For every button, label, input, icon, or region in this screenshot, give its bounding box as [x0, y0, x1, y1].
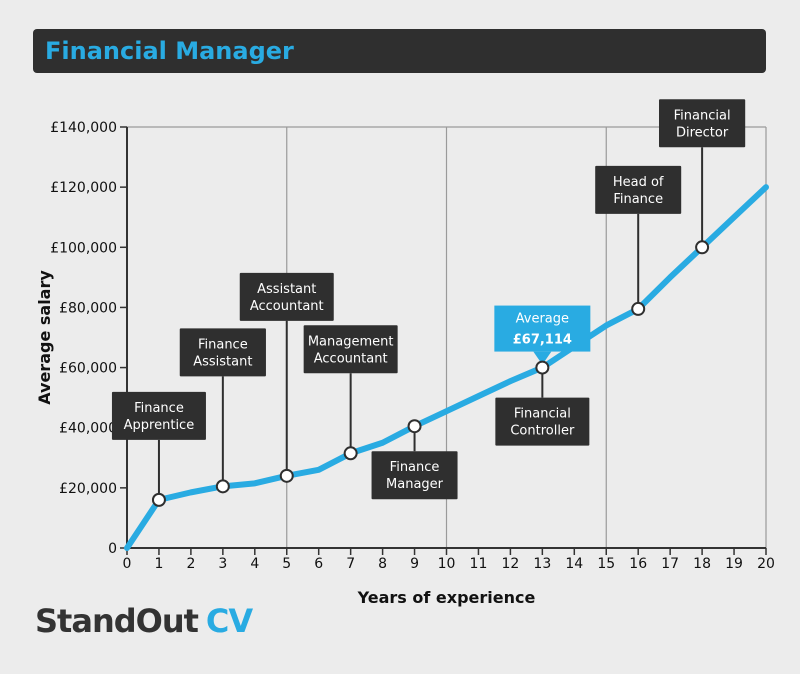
x-tick-label: 14 — [565, 556, 583, 572]
milestone-label-text: Finance — [134, 401, 184, 416]
milestone-marker — [215, 479, 230, 494]
y-tick-label: £80,000 — [59, 300, 117, 316]
y-tick-label: 0 — [108, 541, 117, 557]
milestone-label-text: Accountant — [314, 351, 388, 366]
milestone-label-text: Management — [308, 334, 394, 349]
milestone-label-text: Financial — [514, 407, 571, 422]
average-callout-pointer — [533, 351, 552, 365]
milestone-label-box — [659, 99, 746, 148]
brand-logo: StandOut CV — [35, 602, 253, 640]
salary-line — [124, 184, 769, 551]
milestone-label-text: Director — [676, 125, 729, 140]
chart-series — [124, 184, 769, 551]
average-callout-box — [494, 305, 591, 352]
x-axis-title: Years of experience — [357, 588, 536, 607]
milestone-label-box — [111, 391, 206, 440]
x-tick-label: 12 — [501, 556, 519, 572]
y-tick-label: £100,000 — [50, 240, 117, 256]
x-tick-label: 9 — [410, 556, 419, 572]
x-tick-label: 19 — [725, 556, 743, 572]
x-tick-label: 4 — [250, 556, 259, 572]
page-title: Financial Manager — [45, 37, 294, 65]
y-tick-label: £120,000 — [50, 180, 117, 196]
brand-logo-text: StandOut — [35, 602, 199, 640]
milestone-label-text: Apprentice — [124, 418, 195, 433]
y-axis-title: Average salary — [35, 270, 54, 405]
x-tick-label: 11 — [470, 556, 488, 572]
x-tick-label: 17 — [661, 556, 679, 572]
average-value: £67,114 — [513, 333, 572, 348]
x-tick-label: 8 — [378, 556, 387, 572]
x-tick-label: 0 — [123, 556, 132, 572]
milestone-label-text: Assistant — [193, 354, 252, 369]
milestone-marker — [407, 419, 422, 434]
x-tick-label: 20 — [757, 556, 775, 572]
milestone-marker — [279, 468, 294, 483]
milestone-label-box — [595, 165, 682, 214]
x-tick-label: 6 — [314, 556, 323, 572]
x-tick-label: 1 — [154, 556, 163, 572]
milestone-marker — [343, 446, 358, 461]
milestone-label-text: Accountant — [250, 299, 324, 314]
milestone-label-box — [495, 397, 590, 446]
x-tick-label: 2 — [186, 556, 195, 572]
x-tick-label: 16 — [629, 556, 647, 572]
x-tick-label: 3 — [218, 556, 227, 572]
average-label: Average — [516, 312, 569, 327]
chart-axes: 0 1 2 3 4 5 6 7 8 9 10 11 12 13 14 15 16 17 18 19 200£20,000… — [50, 120, 775, 572]
milestone-marker — [631, 301, 646, 316]
y-tick-label: £20,000 — [59, 481, 117, 497]
x-tick-label: 7 — [346, 556, 355, 572]
milestone-marker — [535, 360, 550, 375]
milestone-marker — [695, 240, 710, 255]
y-tick-label: £60,000 — [59, 361, 117, 377]
x-tick-label: 10 — [438, 556, 456, 572]
milestone-label-text: Assistant — [257, 282, 316, 297]
milestone-label-text: Manager — [386, 477, 444, 492]
milestone-label-box — [371, 451, 458, 500]
y-tick-label: £40,000 — [59, 421, 117, 437]
milestone-label-box — [179, 328, 266, 377]
x-tick-label: 5 — [282, 556, 291, 572]
milestone-label-text: Finance — [198, 337, 248, 352]
x-tick-label: 13 — [533, 556, 551, 572]
y-tick-label: £140,000 — [50, 120, 117, 136]
milestone-label-box — [239, 272, 334, 321]
milestone-label-text: Financial — [674, 108, 731, 123]
milestone-label-text: Controller — [510, 424, 575, 439]
x-tick-label: 18 — [693, 556, 711, 572]
title-bar: Financial Manager — [33, 29, 766, 73]
milestone-label-box — [303, 325, 398, 374]
milestone-label-text: Head of — [613, 175, 664, 190]
milestone-label-text: Finance — [390, 460, 440, 475]
x-tick-label: 15 — [597, 556, 615, 572]
milestone-label-text: Finance — [613, 192, 663, 207]
milestone-marker — [151, 492, 166, 507]
brand-logo-accent: CV — [205, 602, 253, 640]
chart-milestones: Finance Apprentice Finance Assistant Assista… — [111, 99, 746, 507]
